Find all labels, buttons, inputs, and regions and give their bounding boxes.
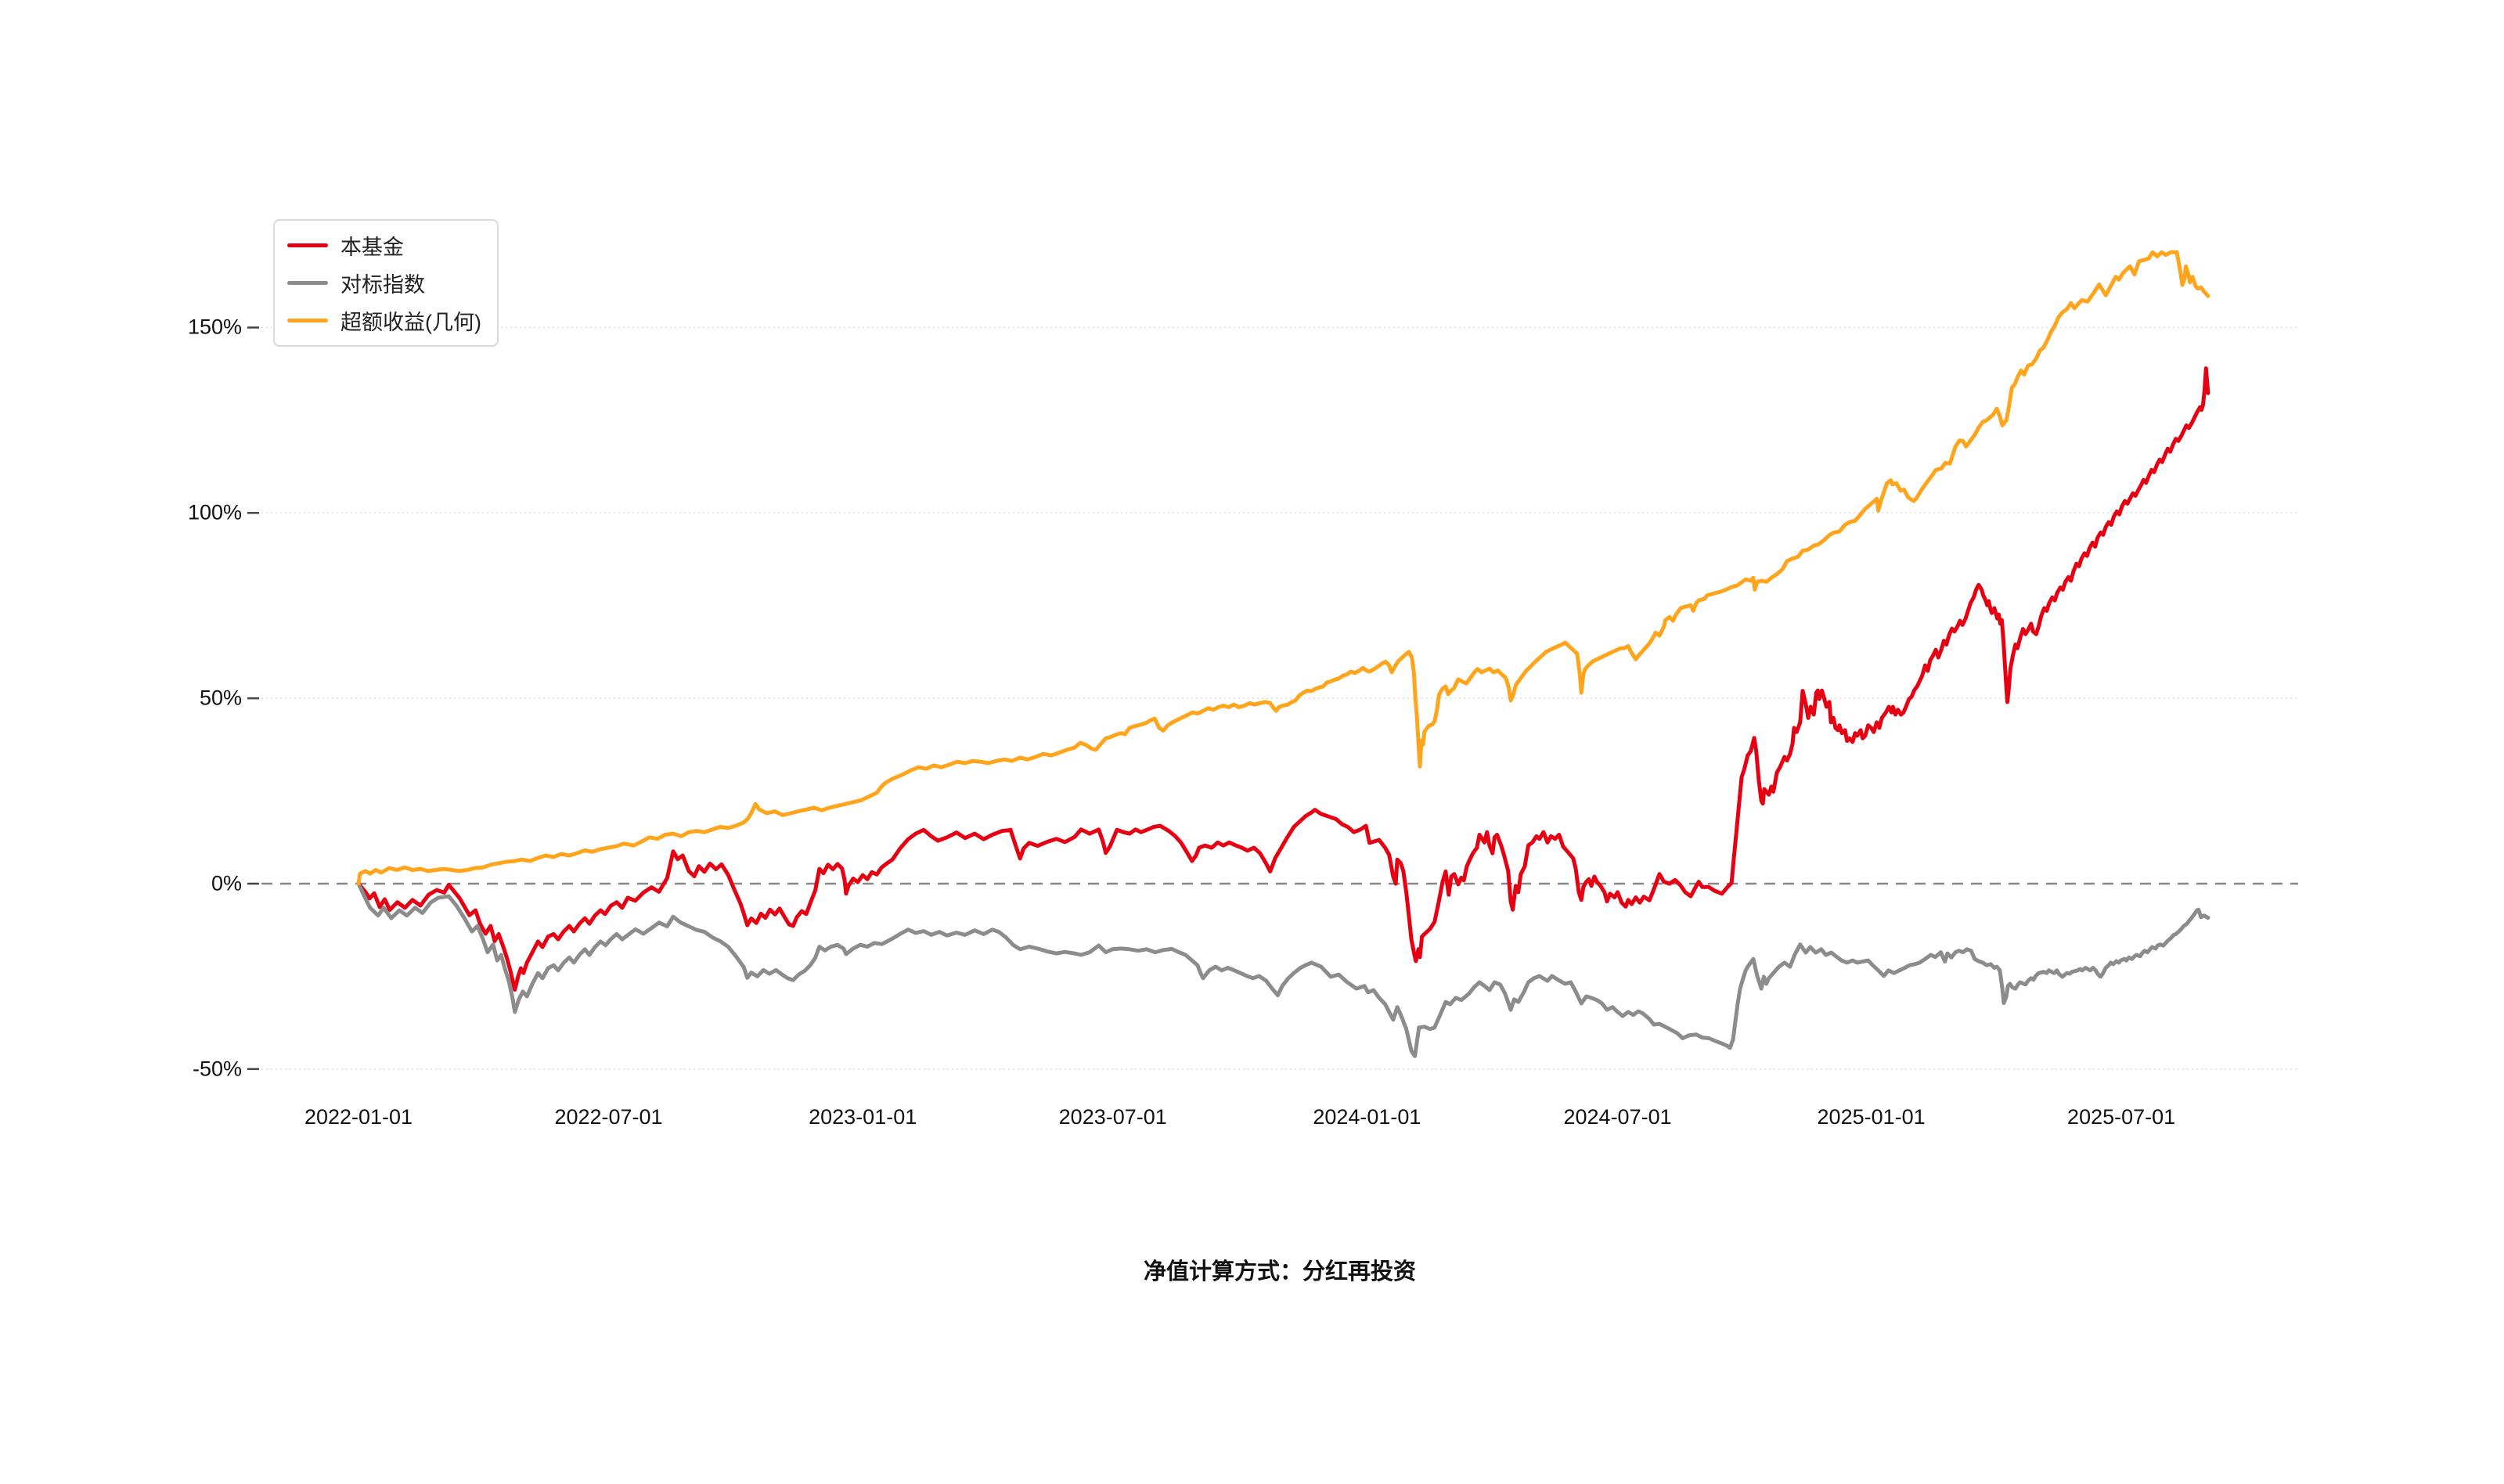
legend-item-benchmark[interactable]: 对标指数 [287, 268, 481, 298]
y-axis-tick-label: 0% [211, 871, 242, 895]
nav-calculation-caption: 净值计算方式：分红再投资 [1143, 1259, 1417, 1284]
y-axis-tick-label: -50% [192, 1057, 242, 1081]
legend-item-excess-return[interactable]: 超额收益(几何) [287, 305, 481, 336]
series-line-对标指数 [356, 881, 2210, 1058]
legend-label: 本基金 [340, 236, 404, 259]
series-line-本基金 [356, 366, 2210, 992]
y-axis-tick-label: 50% [199, 686, 242, 710]
x-axis-tick-label: 2024-01-01 [1313, 1105, 1421, 1129]
x-axis-tick-label: 2024-07-01 [1563, 1105, 1672, 1129]
fund-line-swatch-icon [287, 243, 328, 247]
y-axis-tick-label: 100% [187, 500, 242, 524]
legend-item-fund[interactable]: 本基金 [287, 230, 481, 261]
legend-label: 对标指数 [340, 273, 425, 297]
x-axis-tick-label: 2025-07-01 [2067, 1105, 2176, 1129]
series-line-超额收益(几何) [356, 250, 2210, 886]
x-axis-tick-label: 2023-07-01 [1058, 1105, 1167, 1129]
x-axis-tick-label: 2022-07-01 [554, 1105, 663, 1129]
chart-legend: 本基金 对标指数 超额收益(几何) [273, 219, 499, 347]
excess-return-line-swatch-icon [287, 319, 328, 322]
x-axis-tick-label: 2025-01-01 [1817, 1105, 1926, 1129]
y-axis-tick-label: 150% [187, 315, 242, 339]
benchmark-line-swatch-icon [287, 281, 328, 285]
x-axis-tick-label: 2022-01-01 [304, 1105, 413, 1129]
x-axis-tick-label: 2023-01-01 [809, 1105, 917, 1129]
legend-label: 超额收益(几何) [340, 311, 481, 334]
